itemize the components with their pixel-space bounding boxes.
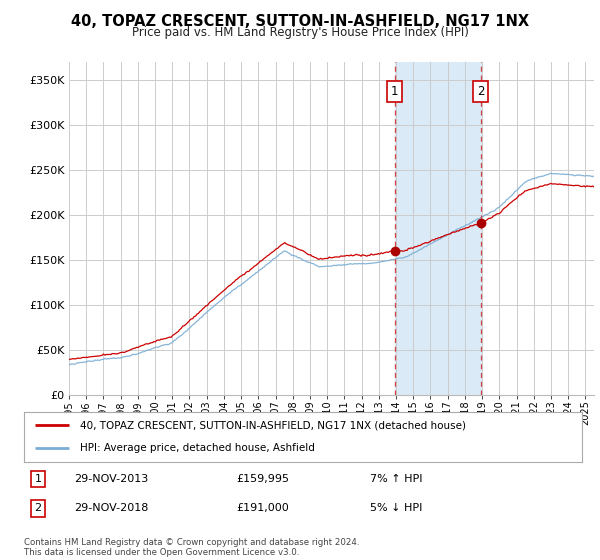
Text: Contains HM Land Registry data © Crown copyright and database right 2024.
This d: Contains HM Land Registry data © Crown c… (24, 538, 359, 557)
Text: 5% ↓ HPI: 5% ↓ HPI (370, 503, 422, 514)
Text: Price paid vs. HM Land Registry's House Price Index (HPI): Price paid vs. HM Land Registry's House … (131, 26, 469, 39)
Text: £159,995: £159,995 (236, 474, 289, 484)
Text: £191,000: £191,000 (236, 503, 289, 514)
Text: 2: 2 (34, 503, 41, 514)
Text: 1: 1 (391, 85, 398, 98)
Text: 29-NOV-2018: 29-NOV-2018 (74, 503, 149, 514)
Text: 2: 2 (477, 85, 484, 98)
Text: 40, TOPAZ CRESCENT, SUTTON-IN-ASHFIELD, NG17 1NX: 40, TOPAZ CRESCENT, SUTTON-IN-ASHFIELD, … (71, 14, 529, 29)
Text: 40, TOPAZ CRESCENT, SUTTON-IN-ASHFIELD, NG17 1NX (detached house): 40, TOPAZ CRESCENT, SUTTON-IN-ASHFIELD, … (80, 420, 466, 430)
Text: 29-NOV-2013: 29-NOV-2013 (74, 474, 148, 484)
Bar (395, 62, 481, 395)
Text: 7% ↑ HPI: 7% ↑ HPI (370, 474, 422, 484)
Text: 1: 1 (34, 474, 41, 484)
Text: HPI: Average price, detached house, Ashfield: HPI: Average price, detached house, Ashf… (80, 444, 314, 454)
